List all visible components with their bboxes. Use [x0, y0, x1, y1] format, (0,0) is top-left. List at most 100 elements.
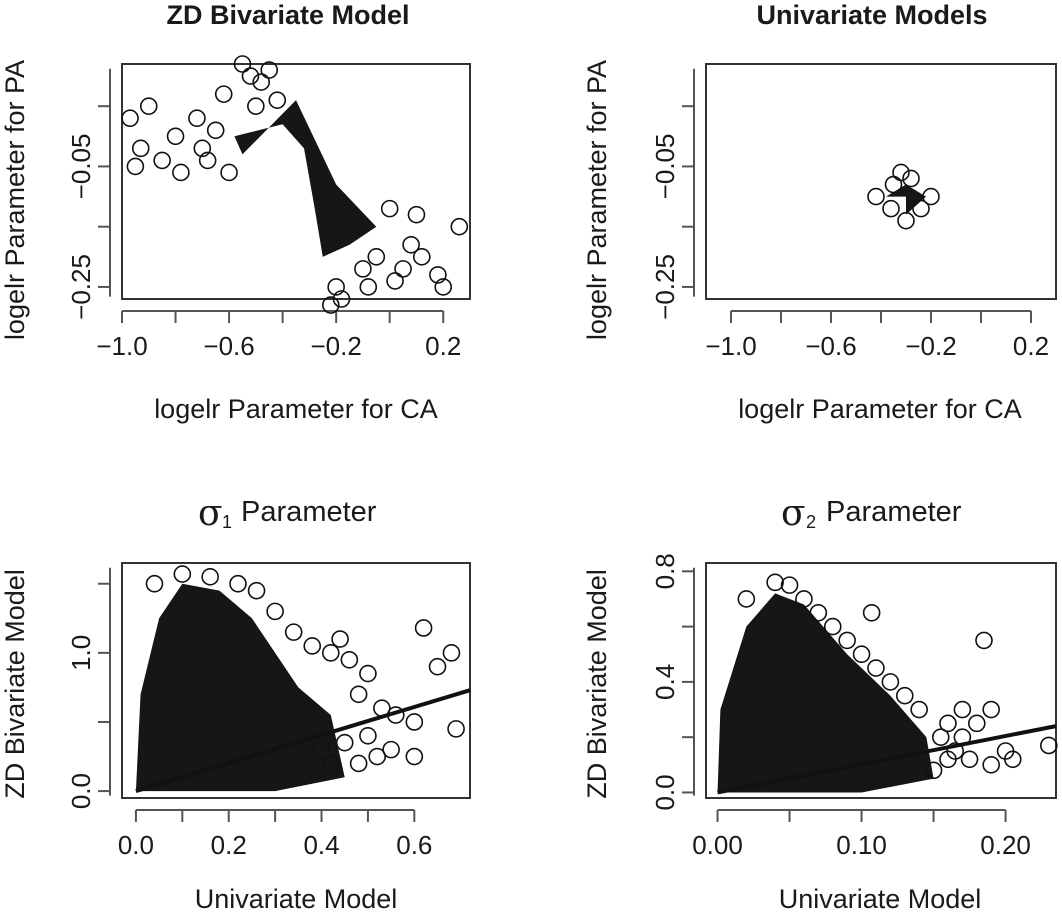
data-point: [852, 645, 871, 664]
data-point: [198, 151, 217, 170]
y-tick-label: 0.8: [650, 553, 680, 589]
data-point: [126, 157, 145, 176]
data-point: [867, 187, 885, 206]
data-point: [910, 700, 928, 719]
x-tick-label: 0.2: [1013, 331, 1049, 361]
data-point: [428, 657, 447, 676]
data-point: [892, 163, 910, 182]
sigma-symbol: σ: [781, 493, 806, 534]
x-tick-label: 0.0: [118, 830, 154, 860]
data-point: [247, 581, 266, 600]
data-point: [429, 266, 447, 284]
data-point: [321, 644, 340, 662]
x-tick-label: −1.0: [705, 331, 756, 361]
x-tick-label: 0.20: [980, 830, 1031, 860]
data-point: [173, 565, 192, 583]
panel1-marks: −1.0 −0.6 −0.2 0.2 −0.25 −0.05: [66, 55, 469, 361]
panel1-title: ZD Bivariate Model: [166, 0, 409, 30]
y-tick-label: 1.0: [66, 635, 96, 671]
x-tick-label: 0.10: [836, 830, 887, 860]
data-point: [405, 747, 424, 766]
data-point: [139, 97, 158, 115]
panel4-ylabel: ZD Bivariate Model: [582, 569, 612, 799]
identity-line: [717, 724, 1057, 795]
data-point: [881, 673, 900, 691]
data-point: [953, 700, 972, 719]
data-point: [131, 139, 150, 158]
data-point: [335, 733, 354, 752]
data-point: [1003, 750, 1022, 769]
data-point: [260, 61, 279, 79]
panel4-title-text: Parameter: [818, 496, 962, 528]
data-point: [442, 644, 461, 662]
data-point: [340, 650, 359, 669]
data-point: [268, 91, 287, 109]
x-tick-label: −0.6: [805, 331, 856, 361]
data-point: [252, 73, 271, 91]
panel3-plot-area: [121, 562, 471, 799]
data-point: [172, 163, 190, 182]
data-point: [321, 296, 340, 314]
x-tick-label: 0.00: [692, 830, 743, 860]
data-point: [359, 664, 377, 683]
identity-line: [135, 688, 471, 794]
data-point: [405, 713, 424, 731]
data-point: [188, 109, 206, 128]
data-point: [220, 163, 238, 182]
data-point: [982, 756, 1000, 774]
data-point: [413, 248, 431, 266]
data-point: [368, 747, 387, 766]
panel3-xlabel: Univariate Model: [195, 884, 398, 914]
data-point: [201, 568, 219, 586]
x-tick-label: −0.6: [203, 331, 254, 361]
data-point: [206, 121, 225, 140]
panel1-xlabel: logelr Parameter for CA: [154, 394, 438, 424]
data-point: [902, 169, 920, 188]
panel2-ylabel: logelr Parameter for PA: [582, 60, 612, 340]
data-point: [895, 686, 914, 705]
panel2-marks: −1.0 −0.6 −0.2 0.2 −0.25 −0.05: [650, 68, 1049, 361]
data-point: [823, 617, 842, 636]
data-point: [982, 700, 1000, 719]
dense-point-cluster: [234, 100, 377, 257]
x-tick-label: 0.4: [303, 830, 339, 860]
data-point: [939, 750, 957, 769]
x-tick-label: −1.0: [96, 331, 147, 361]
data-point: [780, 576, 799, 594]
dense-point-cluster: [886, 184, 926, 215]
data-point: [332, 290, 351, 308]
data-point: [241, 67, 260, 85]
data-point: [359, 278, 378, 296]
data-point: [266, 602, 284, 621]
data-point: [382, 740, 400, 759]
x-tick-label: 0.2: [425, 331, 461, 361]
y-tick-label: −0.25: [66, 254, 96, 320]
data-point: [922, 187, 940, 206]
panel4-xlabel: Univariate Model: [779, 884, 982, 914]
data-point: [960, 750, 979, 769]
sigma-subscript: 1: [222, 512, 232, 532]
data-point: [402, 235, 420, 254]
data-point: [795, 590, 813, 608]
data-point: [447, 720, 465, 738]
y-tick-label: 0.4: [650, 664, 680, 700]
data-point: [153, 151, 171, 170]
panel3-marks: 0.0 0.2 0.4 0.6 0.0 1.0: [66, 565, 471, 860]
data-point: [867, 659, 885, 677]
data-point: [882, 199, 900, 218]
data-point: [331, 630, 349, 648]
data-point: [321, 754, 340, 773]
x-tick-label: 0.6: [396, 830, 432, 860]
data-point: [967, 714, 986, 733]
panel1-ylabel: logelr Parameter for PA: [0, 60, 30, 340]
panel4-marks: 0.00 0.10 0.20 0.0 0.4 0.8: [650, 553, 1058, 860]
x-tick-label: −0.2: [905, 331, 956, 361]
data-point: [394, 260, 412, 278]
data-point: [303, 637, 322, 655]
data-point: [737, 590, 756, 608]
panel1-plot-area: [121, 63, 471, 300]
data-point: [327, 278, 345, 296]
data-point: [380, 199, 399, 218]
x-tick-label: 0.2: [211, 830, 247, 860]
panel3-title-text: Parameter: [233, 496, 377, 528]
